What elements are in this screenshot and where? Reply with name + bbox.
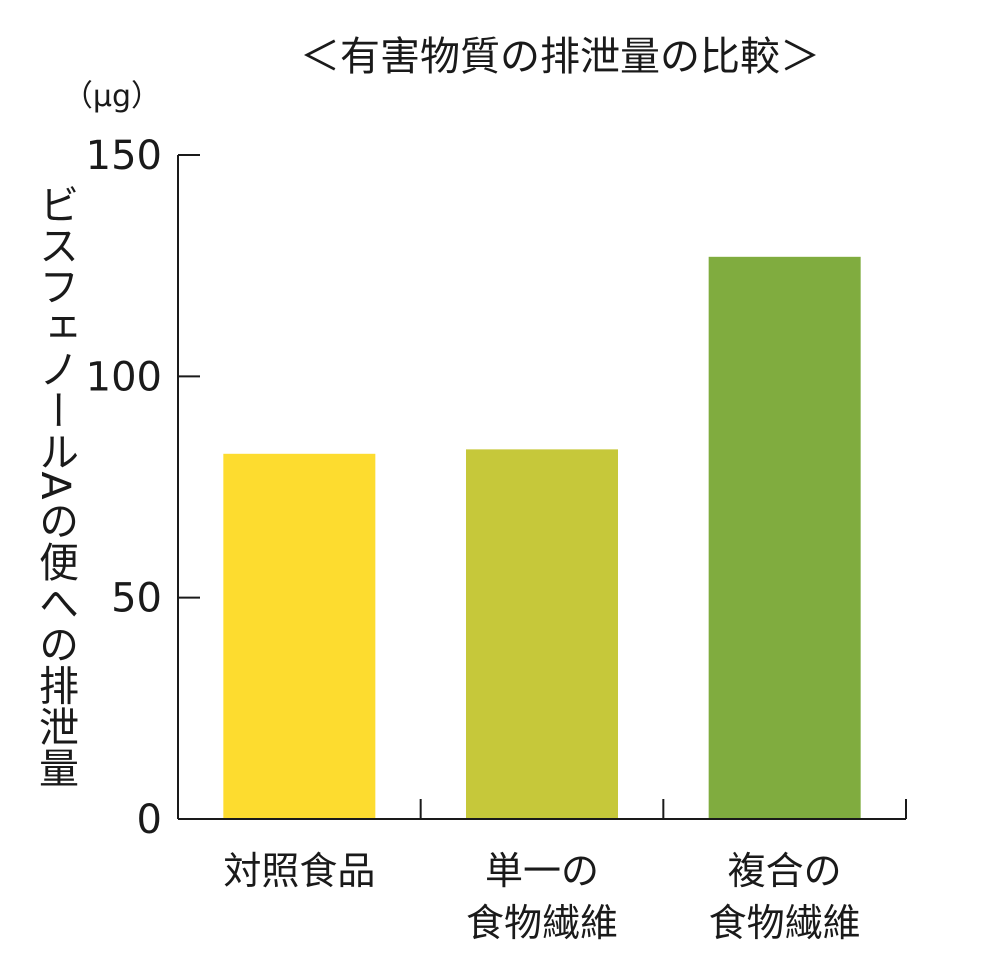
bar bbox=[466, 449, 618, 819]
y-unit-label: （μg） bbox=[63, 79, 161, 114]
x-tick-label: 食物繊維 bbox=[709, 901, 861, 945]
y-tick-label: 150 bbox=[86, 133, 162, 179]
chart-title: ＜有害物質の排泄量の比較＞ bbox=[300, 34, 820, 80]
x-tick-label: 単一の bbox=[485, 849, 599, 893]
y-tick-label: 100 bbox=[86, 354, 162, 400]
bar bbox=[708, 256, 861, 819]
y-tick-label: 50 bbox=[111, 576, 162, 622]
y-axis-label: ビスフェノールAの便への排泄量 bbox=[32, 183, 78, 788]
x-tick-label: 対照食品 bbox=[223, 849, 375, 893]
x-tick-label: 複合の bbox=[728, 849, 842, 893]
x-tick-label: 食物繊維 bbox=[466, 901, 618, 945]
y-tick-label: 0 bbox=[137, 797, 162, 843]
bar bbox=[223, 453, 376, 819]
